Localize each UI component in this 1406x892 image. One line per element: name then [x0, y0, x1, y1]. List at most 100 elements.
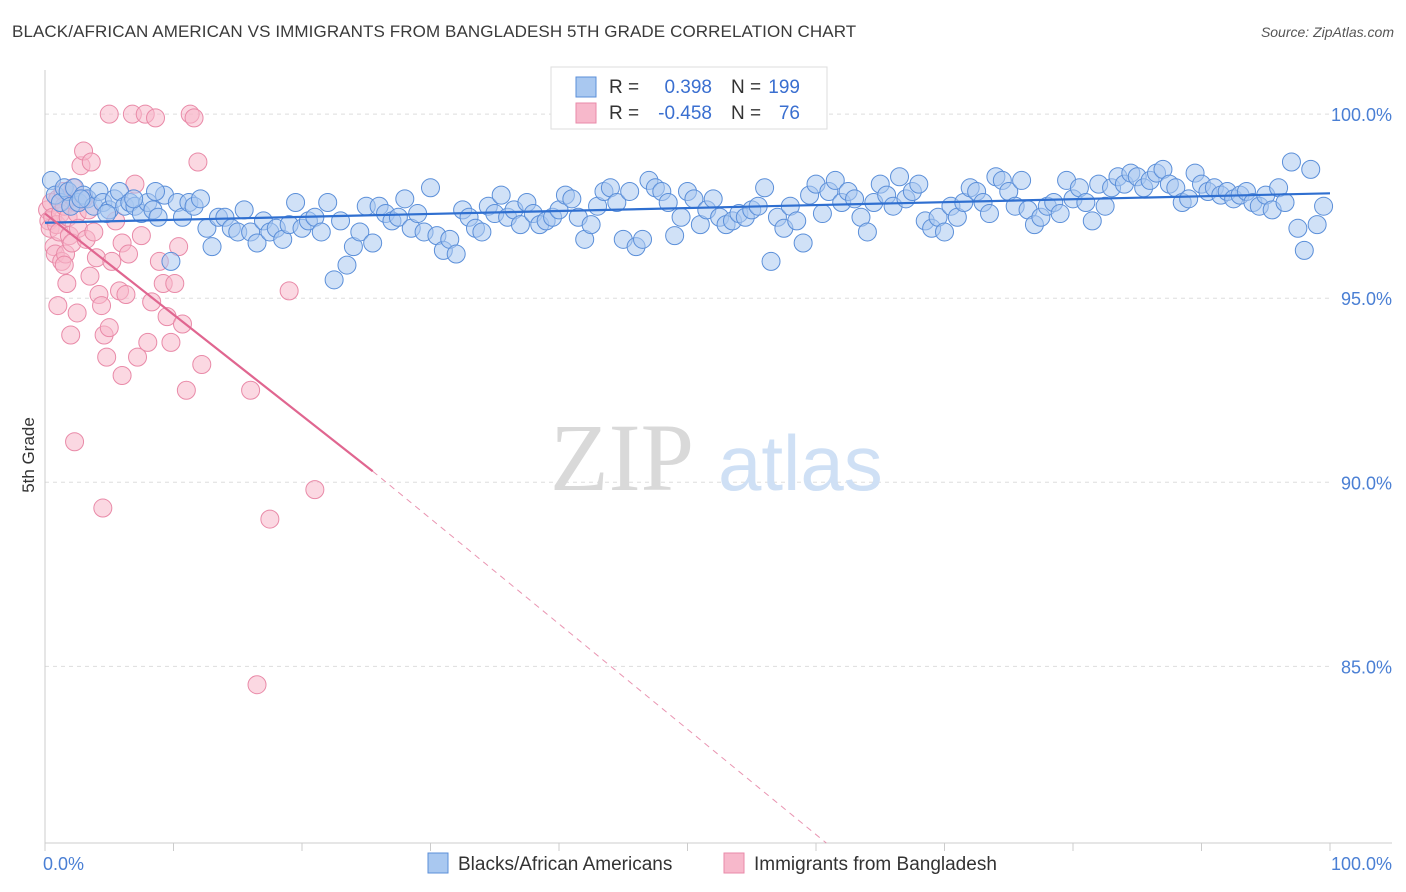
y-tick-label-1: 95.0% [1341, 289, 1392, 309]
point-bangladesh [112, 366, 132, 386]
point-black [1275, 193, 1295, 213]
point-bangladesh [80, 266, 100, 286]
point-black [703, 189, 723, 209]
legend-bottom-swatch-blue [427, 852, 449, 874]
point-bangladesh [48, 296, 68, 316]
legend-n-value-1: 199 [768, 77, 800, 98]
point-bangladesh [184, 108, 204, 128]
point-black [755, 178, 775, 198]
point-bangladesh [188, 152, 208, 172]
legend-box [550, 66, 828, 130]
legend-swatch-pink [575, 102, 597, 124]
point-black [331, 211, 351, 231]
point-bangladesh [93, 498, 113, 518]
legend-r-label-2: R = [609, 103, 639, 124]
point-black [1314, 196, 1334, 216]
legend-r-value-1: 0.398 [664, 77, 712, 98]
point-bangladesh [65, 432, 85, 452]
point-black [633, 229, 653, 249]
trend-line-bangladesh [44, 212, 374, 473]
point-black [71, 189, 91, 209]
legend-bottom-label-pink: Immigrants from Bangladesh [754, 854, 997, 875]
point-black [1179, 189, 1199, 209]
point-black [363, 233, 383, 253]
point-bangladesh [116, 285, 136, 305]
point-black [324, 270, 344, 290]
y-axis-title: 5th Grade [19, 417, 38, 493]
point-black [234, 200, 254, 220]
point-black [620, 181, 640, 201]
point-black [491, 185, 511, 205]
point-black [161, 251, 181, 271]
y-tick-label-3: 85.0% [1341, 657, 1392, 677]
legend-r-label-1: R = [609, 77, 639, 98]
point-black [890, 167, 910, 187]
legend-n-label-2: N = [731, 103, 761, 124]
legend-r-value-2: -0.458 [658, 103, 712, 124]
point-bangladesh [142, 292, 162, 312]
point-bangladesh [128, 347, 148, 367]
point-black [446, 244, 466, 264]
point-black [202, 237, 222, 257]
point-bangladesh [241, 380, 261, 400]
point-black [1294, 240, 1314, 260]
point-bangladesh [61, 325, 81, 345]
point-bangladesh [138, 332, 158, 352]
point-black [318, 193, 338, 213]
point-black [761, 251, 781, 271]
point-bangladesh [169, 237, 189, 257]
point-black [395, 189, 415, 209]
point-bangladesh [247, 675, 267, 695]
point-black [472, 222, 492, 242]
point-bangladesh [165, 273, 185, 293]
watermark-zip: ZIP [550, 404, 694, 511]
point-black [190, 189, 210, 209]
chart-title: BLACK/AFRICAN AMERICAN VS IMMIGRANTS FRO… [12, 22, 857, 41]
point-black [1288, 218, 1308, 238]
point-black [1281, 152, 1301, 172]
point-black [421, 178, 440, 198]
point-black [671, 207, 691, 227]
point-black [562, 189, 582, 209]
point-black [607, 193, 627, 213]
point-black [388, 207, 408, 227]
point-bangladesh [131, 226, 151, 246]
point-black [510, 215, 530, 235]
point-black [1082, 211, 1102, 231]
legend-n-value-2: 76 [779, 103, 800, 124]
point-black [665, 226, 685, 246]
point-black [124, 189, 144, 209]
correlation-legend: R = 0.398 N = 199 R = -0.458 N = 76 [550, 66, 828, 130]
point-black [935, 222, 954, 242]
point-black [787, 211, 807, 231]
y-tick-label-0: 100.0% [1331, 105, 1392, 125]
point-bangladesh [192, 354, 212, 374]
point-bangladesh [305, 480, 325, 500]
point-black [247, 233, 267, 253]
point-bangladesh [102, 251, 122, 271]
legend-n-label-1: N = [731, 77, 761, 98]
point-bangladesh [176, 380, 196, 400]
trend-line-black [44, 192, 1331, 224]
watermark-atlas: atlas [718, 419, 883, 507]
point-bangladesh [279, 281, 299, 301]
series-black-points [41, 152, 1334, 290]
point-black [337, 255, 357, 275]
point-black [857, 222, 877, 242]
x-tick-label-1: 100.0% [1331, 854, 1392, 874]
series-bangladesh-points [38, 104, 325, 695]
point-black [311, 222, 331, 242]
point-black [793, 233, 813, 253]
y-tick-label-2: 90.0% [1341, 473, 1392, 493]
point-bangladesh [99, 318, 119, 338]
trend-line-bangladesh-extended [372, 470, 827, 844]
point-bangladesh [92, 296, 112, 316]
point-bangladesh [84, 222, 104, 242]
trend-lines [44, 192, 1331, 844]
point-black [148, 207, 168, 227]
point-black [97, 204, 117, 224]
point-black [909, 174, 929, 194]
point-black [581, 215, 601, 235]
point-bangladesh [260, 509, 280, 529]
